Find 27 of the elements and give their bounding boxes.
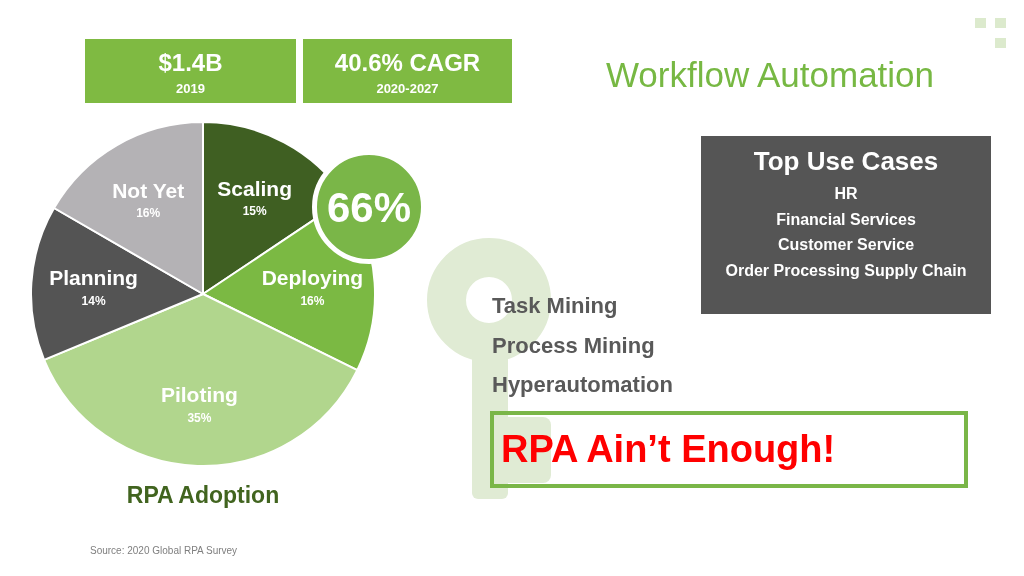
text: $1.4B bbox=[157, 48, 224, 78]
text: Workflow Automation bbox=[604, 54, 936, 96]
text: 2020-2027 bbox=[375, 81, 440, 97]
data-label: 16% bbox=[300, 293, 325, 308]
text: RPA Adoption bbox=[125, 481, 281, 509]
text: Order Processing Supply Chain bbox=[724, 261, 968, 281]
text: 66% bbox=[325, 182, 413, 233]
text: 2019 bbox=[175, 81, 206, 97]
data-label: 16% bbox=[136, 206, 161, 221]
text: RPA Ain’t Enough! bbox=[501, 427, 837, 473]
data-label: 35% bbox=[187, 410, 212, 425]
slice-label: Deploying bbox=[261, 266, 364, 290]
text: Process Mining bbox=[492, 332, 656, 360]
text: 40.6% CAGR bbox=[333, 48, 482, 78]
slice-label: Scaling bbox=[217, 176, 293, 200]
slice-label: Not Yet bbox=[112, 178, 185, 202]
data-label: 14% bbox=[81, 293, 106, 308]
text: HR bbox=[833, 184, 859, 204]
text: Hyperautomation bbox=[492, 371, 674, 399]
text: Financial Services bbox=[775, 210, 917, 230]
source-note: Source: 2020 Global RPA Survey bbox=[90, 545, 239, 557]
text: Task Mining bbox=[492, 292, 619, 320]
text: Customer Service bbox=[776, 235, 916, 255]
text: Top Use Cases bbox=[752, 146, 940, 178]
data-label: 15% bbox=[242, 204, 268, 219]
slice-label: Piloting bbox=[160, 383, 238, 407]
slice-label: Planning bbox=[49, 266, 138, 290]
